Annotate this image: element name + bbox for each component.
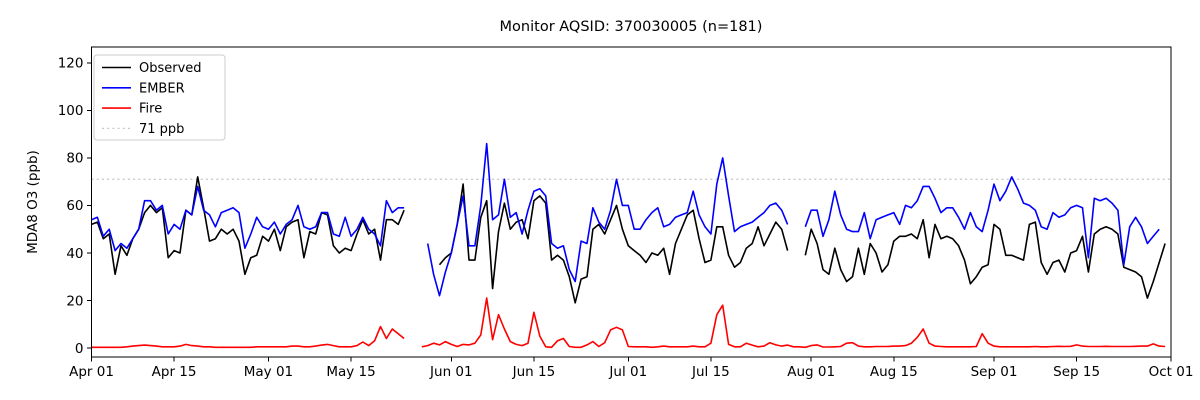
x-tick-label: Jun 01 (429, 364, 473, 380)
legend-label-observed: Observed (139, 61, 202, 76)
x-tick-label: Apr 15 (152, 364, 197, 380)
series-line-observed (91, 176, 1166, 304)
x-tick-label: May 15 (326, 364, 375, 380)
legend-box (93, 54, 226, 141)
y-tick-label: 0 (75, 341, 84, 357)
x-tick-label: Oct 01 (1149, 364, 1194, 380)
series-line-fire (91, 297, 1166, 349)
legend-label-fire: Fire (139, 102, 162, 117)
chart-title: Monitor AQSID: 370030005 (n=181) (499, 19, 763, 35)
x-tick-label: Jul 01 (608, 364, 647, 380)
x-tick-label: Aug 15 (870, 364, 918, 380)
y-tick-label: 40 (66, 246, 83, 262)
y-tick-label: 60 (66, 198, 83, 214)
x-tick-label: May 01 (244, 364, 293, 380)
x-tick-label: Sep 01 (971, 364, 1018, 380)
x-tick-label: Jul 15 (691, 364, 730, 380)
legend-label-ember: EMBER (139, 81, 185, 96)
plot-frame (91, 46, 1172, 358)
x-tick-label: Jun 15 (512, 364, 556, 380)
y-tick-label: 80 (66, 151, 83, 167)
y-tick-label: 100 (58, 103, 84, 119)
x-tick-label: Aug 01 (787, 364, 835, 380)
y-tick-label: 20 (66, 293, 83, 309)
x-tick-label: Apr 01 (69, 364, 114, 380)
x-tick-label: Sep 15 (1053, 364, 1100, 380)
legend-label-71-ppb: 71 ppb (139, 122, 184, 137)
y-tick-label: 120 (58, 56, 84, 72)
series-line-ember (91, 142, 1160, 297)
